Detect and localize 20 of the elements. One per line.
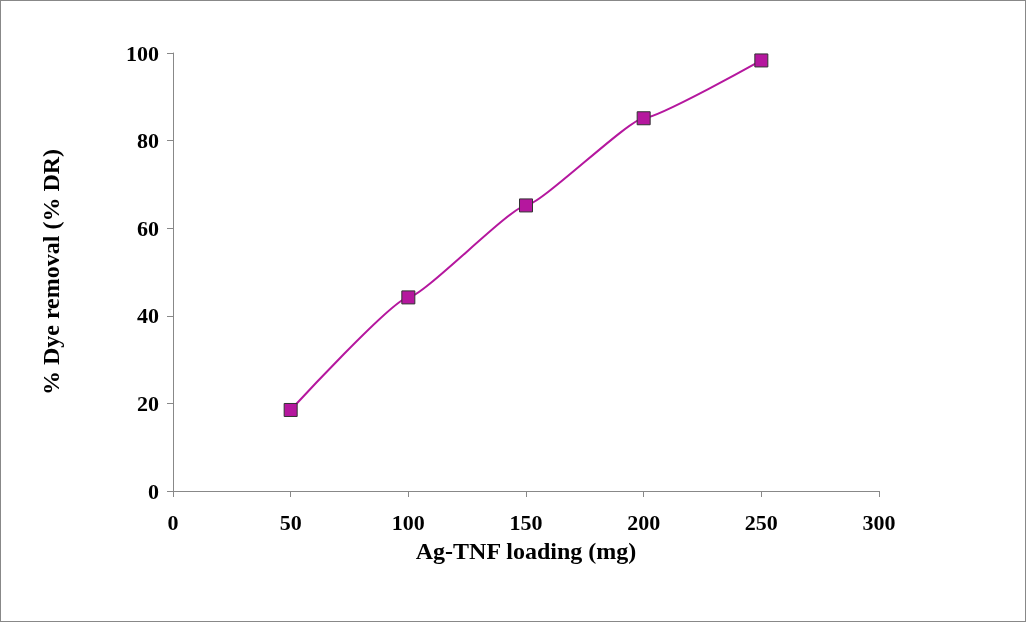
point xyxy=(283,402,298,417)
x-tick-label: 200 xyxy=(627,509,661,535)
point xyxy=(401,290,416,305)
x-tick-label: 50 xyxy=(279,509,302,535)
y-tick-label: 80 xyxy=(137,128,159,154)
x-tick-label: 100 xyxy=(391,509,425,535)
y-axis-title: % Dye removal (% DR) xyxy=(38,148,64,396)
point xyxy=(754,53,769,68)
y-tick-label: 20 xyxy=(137,390,159,416)
x-tick-label: 150 xyxy=(509,509,543,535)
y-tick-label: 40 xyxy=(137,303,159,329)
x-tick-label: 250 xyxy=(744,509,778,535)
y-tick-label: 100 xyxy=(126,40,159,66)
y-tick-label: 0 xyxy=(148,478,159,504)
x-tick-label: 0 xyxy=(167,509,179,535)
x-tick-label: 300 xyxy=(862,509,896,535)
y-tick-label: 60 xyxy=(137,215,159,241)
x-axis-title: Ag-TNF loading (mg) xyxy=(415,538,637,564)
point xyxy=(519,198,533,213)
point xyxy=(636,111,651,126)
